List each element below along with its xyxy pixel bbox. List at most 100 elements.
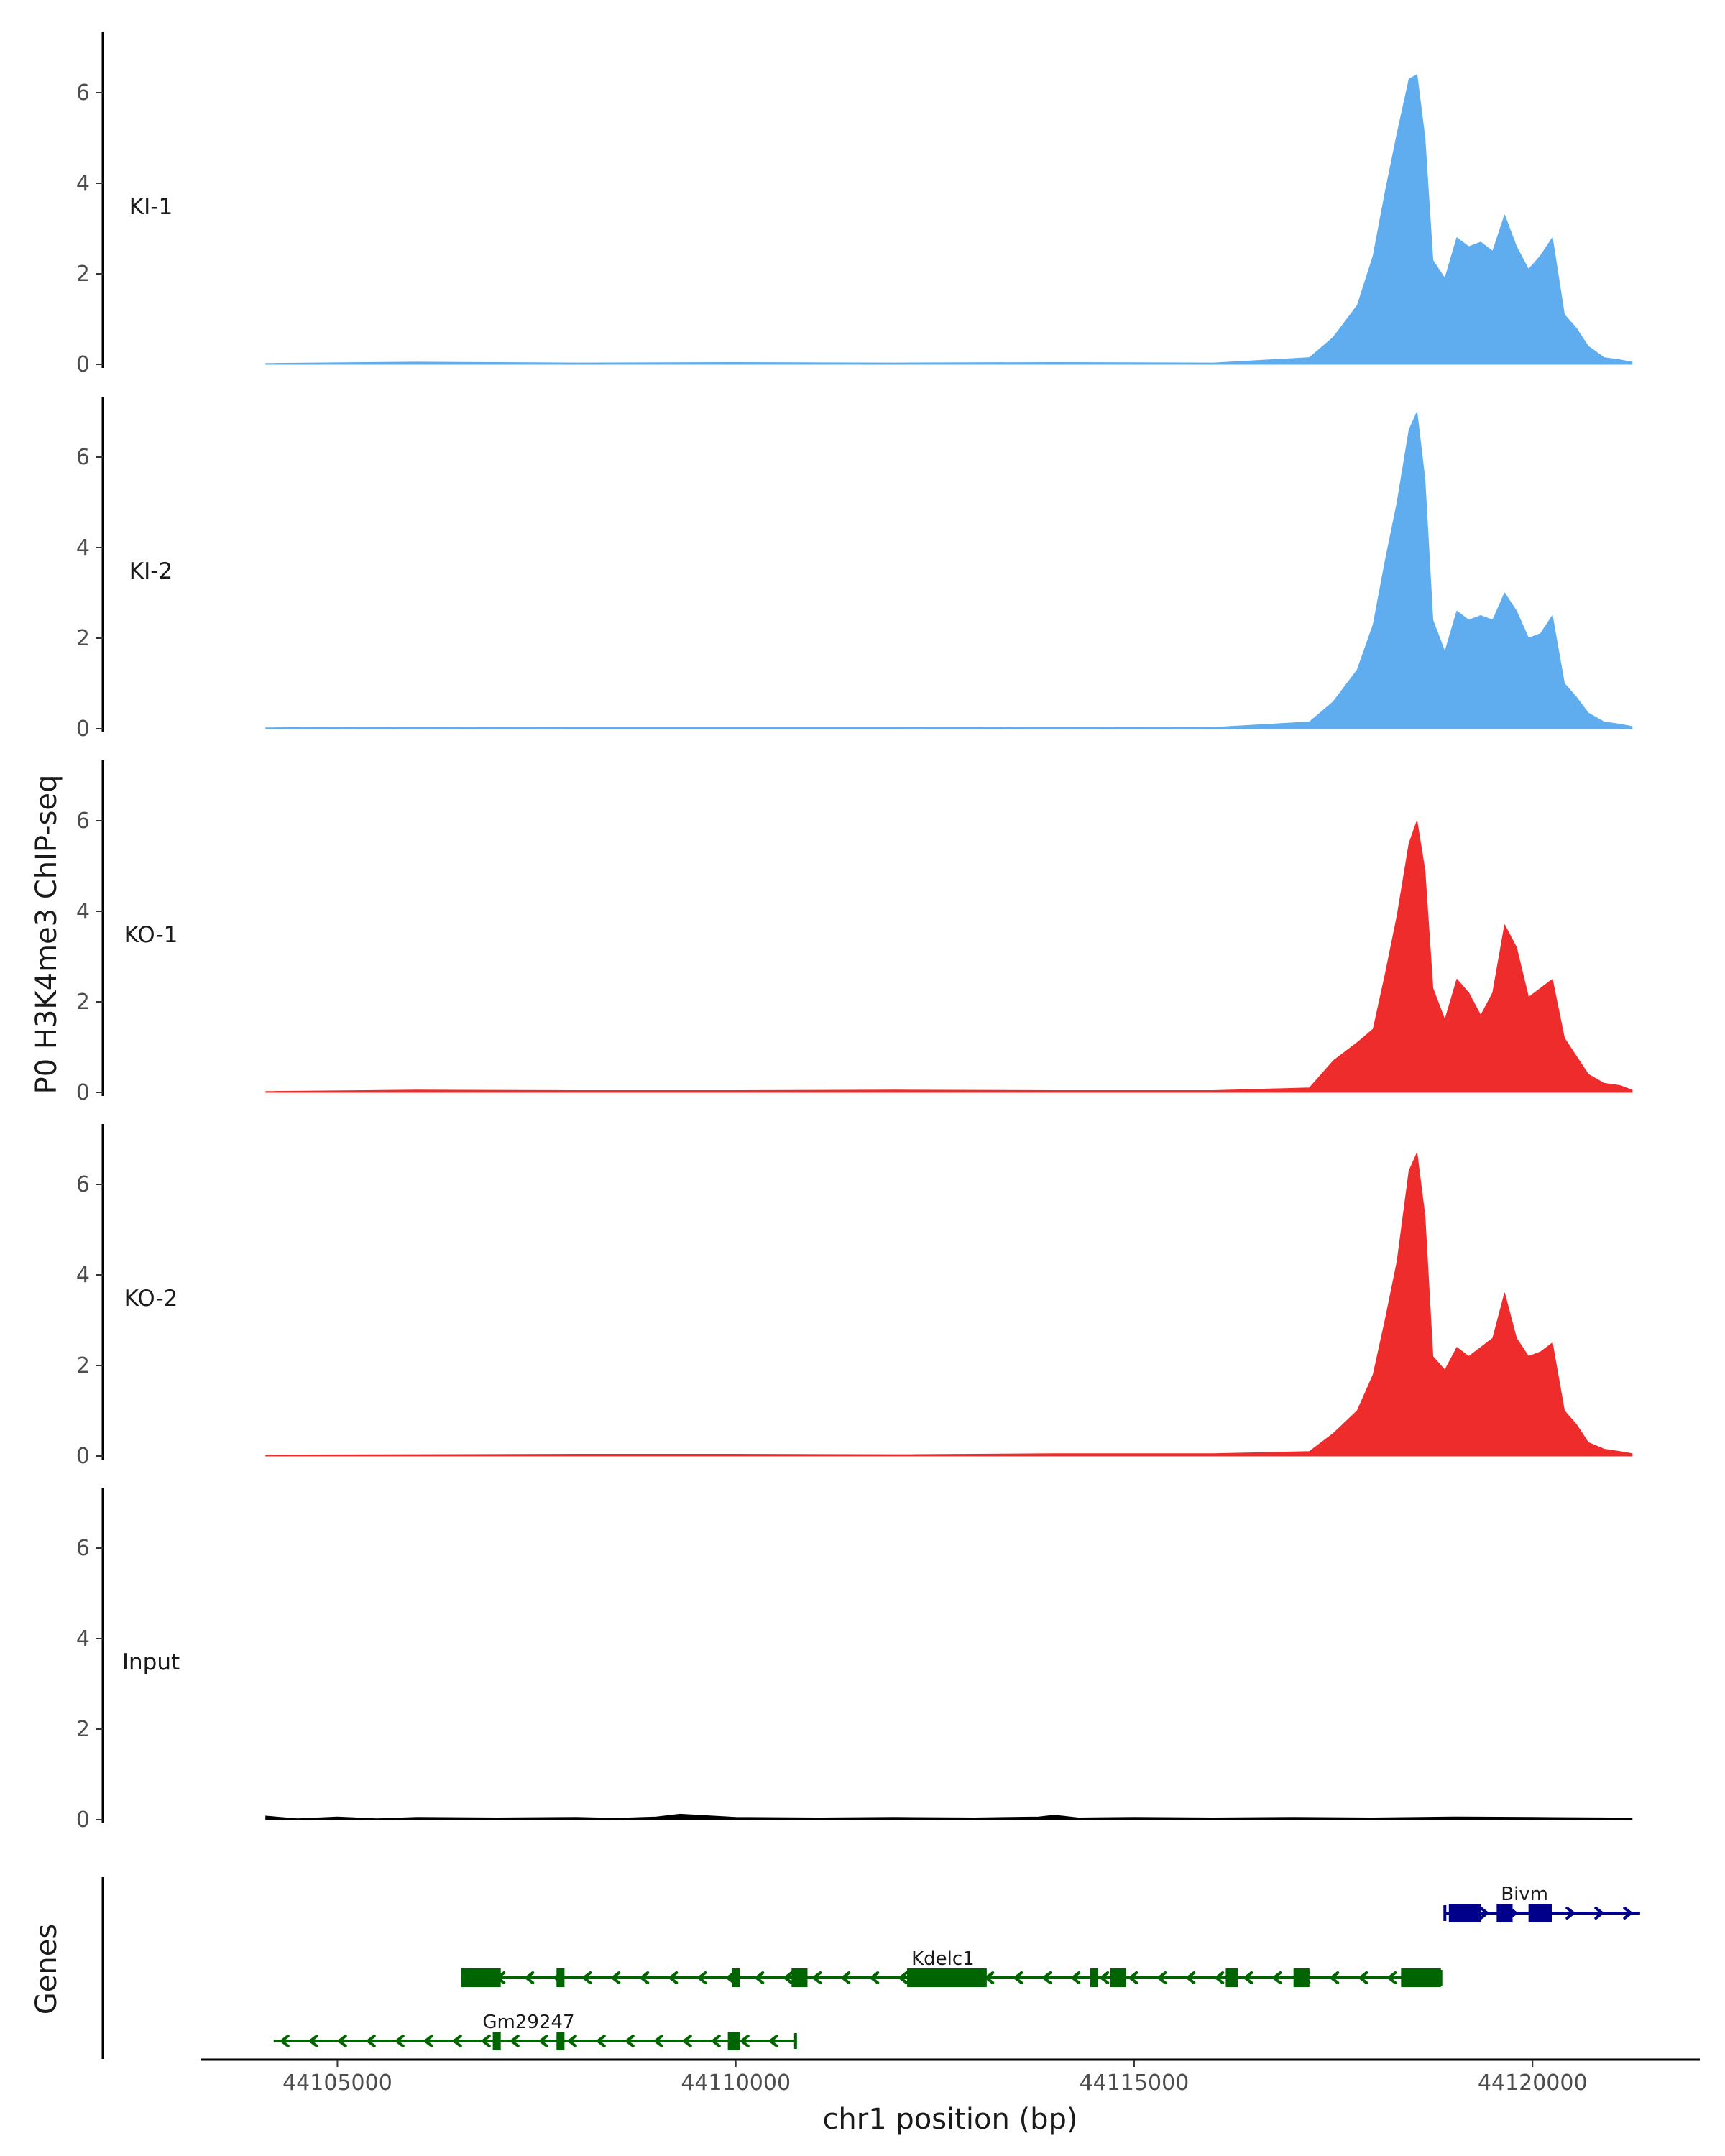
track-label: KO-1	[124, 922, 178, 948]
y-tick-label: 2	[76, 990, 90, 1015]
strand-chevron	[524, 1971, 535, 1984]
x-tick-label: 44110000	[681, 2070, 791, 2096]
strand-chevron	[1565, 1907, 1576, 1920]
y-tick-label: 2	[76, 1353, 90, 1378]
strand-chevron	[1070, 1971, 1081, 1984]
strand-chevron	[1479, 1907, 1490, 1920]
strand-chevron	[1243, 1971, 1254, 1984]
strand-chevron	[681, 2035, 692, 2047]
y-tick-label: 4	[76, 899, 90, 924]
strand-chevron	[538, 2035, 548, 2047]
exon-block	[492, 2032, 501, 2050]
strand-chevron	[566, 2035, 577, 2047]
gene-name-label: Bivm	[1501, 1884, 1548, 1905]
gene-kdelc1: Kdelc1	[461, 1948, 1443, 1987]
strand-chevron	[1214, 1971, 1225, 1984]
strand-chevron	[739, 2035, 750, 2047]
track-ko-1: 0 2 4 6 KO-1	[76, 760, 1633, 1105]
y-tick-label: 0	[76, 1807, 90, 1833]
strand-chevron	[639, 1971, 650, 1984]
strand-chevron	[1594, 1907, 1605, 1920]
track-ki-2: 0 2 4 6 KI-2	[76, 397, 1633, 742]
strand-chevron	[1156, 1971, 1167, 1984]
exon-block	[732, 1968, 740, 1987]
y-tick-label: 4	[76, 535, 90, 561]
strand-chevron	[840, 1971, 851, 1984]
exon-block	[1448, 1904, 1481, 1922]
strand-chevron	[1185, 1971, 1196, 1984]
y-tick-label: 4	[76, 171, 90, 196]
exon-block	[1110, 1968, 1126, 1987]
exon-block	[556, 1968, 565, 1987]
strand-chevron	[480, 2035, 491, 2047]
strand-chevron	[365, 2035, 376, 2047]
strand-chevron	[1128, 1971, 1138, 1984]
y-tick-label: 6	[76, 1172, 90, 1197]
strand-chevron	[581, 1971, 592, 1984]
strand-chevron	[1271, 1971, 1282, 1984]
track-label: Input	[122, 1649, 180, 1675]
strand-chevron	[898, 1971, 908, 1984]
y-tick-label: 6	[76, 1536, 90, 1561]
y-axis-title: P0 H3K4me3 ChIP-seq	[30, 775, 63, 1095]
strand-chevron	[696, 1971, 707, 1984]
exon-block	[791, 1968, 808, 1987]
x-tick-label: 44115000	[1080, 2070, 1190, 2096]
signal-area	[265, 1152, 1633, 1457]
strand-chevron	[279, 2035, 290, 2047]
y-tick-label: 2	[76, 262, 90, 287]
strand-chevron	[783, 1971, 794, 1984]
y-tick-label: 2	[76, 1717, 90, 1742]
track-label: KI-1	[129, 194, 172, 220]
y-tick-label: 0	[76, 717, 90, 742]
track-ko-2: 0 2 4 6 KO-2	[76, 1124, 1633, 1469]
strand-chevron	[1329, 1971, 1340, 1984]
x-tick-label: 44105000	[282, 2070, 392, 2096]
gene-gm29247: Gm29247	[273, 2012, 797, 2050]
exon-block	[1225, 1968, 1238, 1987]
strand-chevron	[336, 2035, 347, 2047]
genes-panel-title: Genes	[30, 1924, 63, 2014]
strand-chevron	[1386, 1971, 1397, 1984]
y-tick-label: 4	[76, 1626, 90, 1651]
track-input: 0 2 4 6 Input	[76, 1488, 1633, 1833]
track-ki-1: 0 2 4 6 KI-1	[76, 32, 1633, 377]
y-tick-label: 6	[76, 808, 90, 834]
y-tick-label: 4	[76, 1263, 90, 1288]
strand-chevron	[451, 2035, 462, 2047]
gene-name-label: Gm29247	[482, 2012, 574, 2033]
exon-block	[1293, 1968, 1310, 1987]
strand-chevron	[1041, 1971, 1052, 1984]
y-tick-label: 0	[76, 1444, 90, 1469]
signal-area	[265, 820, 1633, 1093]
signal-area	[265, 1813, 1633, 1820]
strand-chevron	[768, 2035, 778, 2047]
x-axis-title: chr1 position (bp)	[822, 2103, 1077, 2136]
strand-chevron	[1013, 1971, 1024, 1984]
exon-block	[1090, 1968, 1099, 1987]
strand-chevron	[1623, 1907, 1634, 1920]
strand-chevron	[1099, 1971, 1110, 1984]
signal-area	[265, 74, 1633, 365]
strand-chevron	[869, 1971, 880, 1984]
track-label: KI-2	[129, 558, 172, 584]
exon-block	[727, 2032, 740, 2050]
strand-chevron	[754, 1971, 765, 1984]
strand-chevron	[811, 1971, 822, 1984]
exon-block	[1401, 1968, 1441, 1987]
track-label: KO-2	[124, 1286, 178, 1312]
gene-name-label: Kdelc1	[911, 1948, 975, 1970]
signal-tracks: 0 2 4 6 KI-1 0 2 4 6 KI-2 0 2 4 6 KO-1 0 2 4 6 KO-2 0 2 4 6 Inpu…	[76, 32, 1633, 1833]
y-tick-label: 6	[76, 445, 90, 470]
strand-chevron	[1358, 1971, 1368, 1984]
x-axis: 44105000 44110000 44115000 44120000	[201, 2058, 1700, 2096]
exon-block	[461, 1968, 501, 1987]
strand-chevron	[710, 2035, 721, 2047]
y-tick-label: 2	[76, 626, 90, 651]
signal-area	[265, 411, 1633, 729]
y-tick-label: 0	[76, 1080, 90, 1105]
strand-chevron	[509, 2035, 520, 2047]
strand-chevron	[394, 2035, 405, 2047]
x-tick-label: 44120000	[1478, 2070, 1588, 2096]
